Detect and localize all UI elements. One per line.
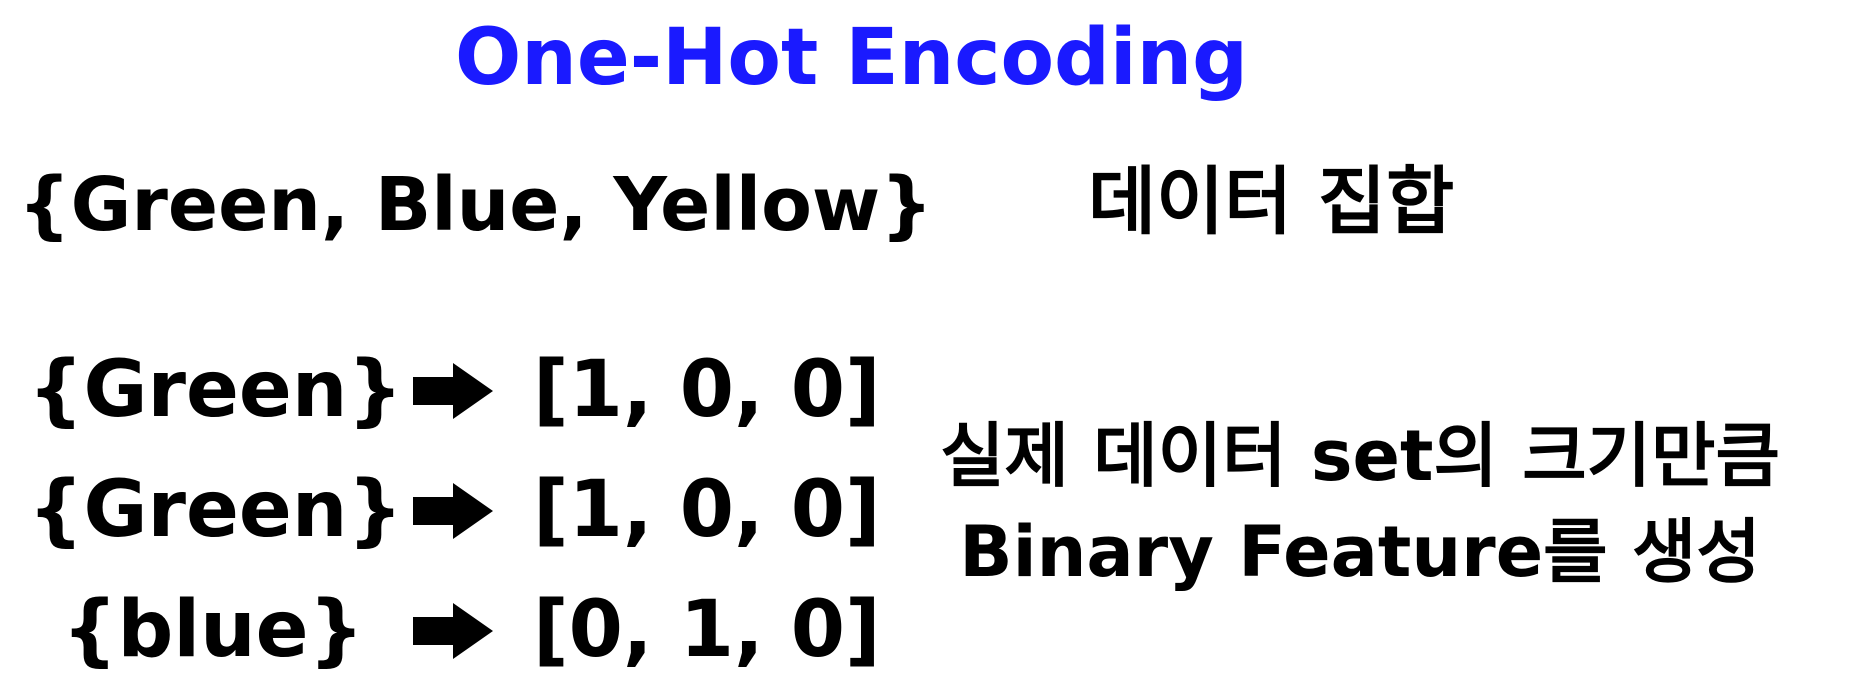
encoding-vector: [0, 1, 0] [533, 585, 881, 675]
encoding-item: {Green} [28, 465, 403, 555]
right-arrow-icon [413, 603, 493, 659]
description-line-2: Binary Feature를 생성 [959, 511, 1761, 593]
encoding-row: {Green} [1, 0, 0] [28, 335, 881, 445]
encoding-item: {blue} [62, 585, 365, 675]
diagram-title: One-Hot Encoding [455, 13, 1248, 103]
encoding-vector: [1, 0, 0] [533, 465, 881, 555]
set-label: 데이터 집합 [1088, 159, 1455, 245]
encoding-row: {blue} [0, 1, 0] [28, 575, 881, 685]
encoding-row: {Green} [1, 0, 0] [28, 455, 881, 565]
category-set: {Green, Blue, Yellow} [18, 162, 933, 248]
description-line-1: 실제 데이터 set의 크기만큼 [940, 415, 1780, 497]
right-arrow-icon [413, 483, 493, 539]
right-arrow-icon [413, 363, 493, 419]
encoding-vector: [1, 0, 0] [533, 345, 881, 435]
encoding-item: {Green} [28, 345, 403, 435]
description: 실제 데이터 set의 크기만큼 Binary Feature를 생성 [860, 408, 1860, 600]
